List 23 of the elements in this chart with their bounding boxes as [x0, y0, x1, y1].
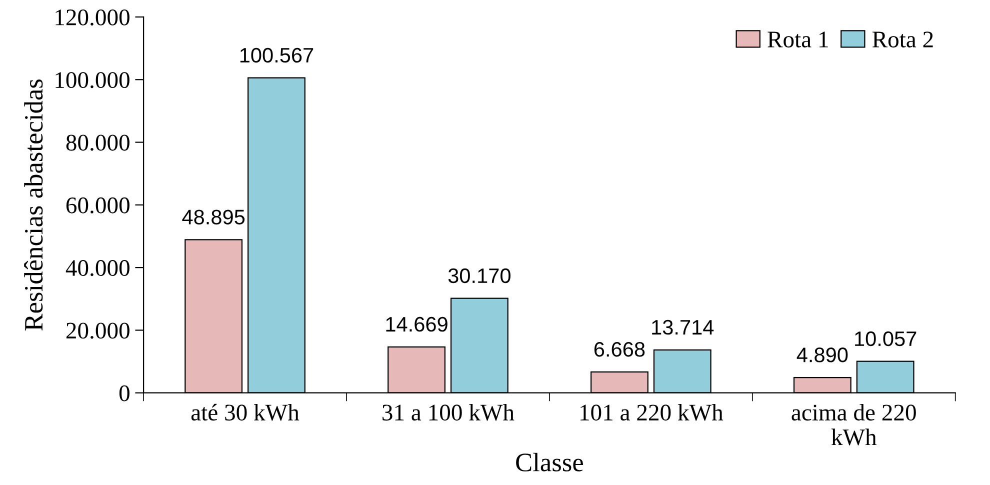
- y-tick-label: 20.000: [66, 322, 130, 339]
- y-tick-label: 100.000: [56, 72, 130, 88]
- x-tick-label: até 30 kWh: [191, 404, 300, 421]
- y-tick-label: 80.000: [66, 134, 130, 151]
- y-tick-label: 60.000: [66, 197, 130, 214]
- data-label: 30.170: [448, 268, 510, 284]
- data-label: 10.057: [855, 331, 916, 346]
- y-axis-title: Residências abastecidas: [24, 79, 43, 331]
- x-axis-title: Classe: [516, 452, 583, 472]
- y-tick-label: 0: [119, 385, 130, 402]
- legend-label: Rota 2: [872, 32, 933, 48]
- x-tick-label: 31 a 100 kWh: [382, 404, 514, 421]
- x-tick-label: acima de 220 kWh: [792, 404, 916, 446]
- legend-label: Rota 1: [768, 32, 828, 48]
- y-tick-label: 120.000: [56, 9, 130, 26]
- data-label: 48.895: [182, 210, 245, 224]
- x-tick-label: 101 a 220 kWh: [580, 404, 724, 421]
- data-label: 14.669: [386, 316, 448, 332]
- data-label: 4.890: [796, 348, 848, 362]
- data-label: 13.714: [652, 320, 714, 335]
- data-label: 100.567: [240, 48, 314, 63]
- data-label: 6.668: [594, 342, 645, 357]
- y-tick-label: 40.000: [66, 260, 130, 276]
